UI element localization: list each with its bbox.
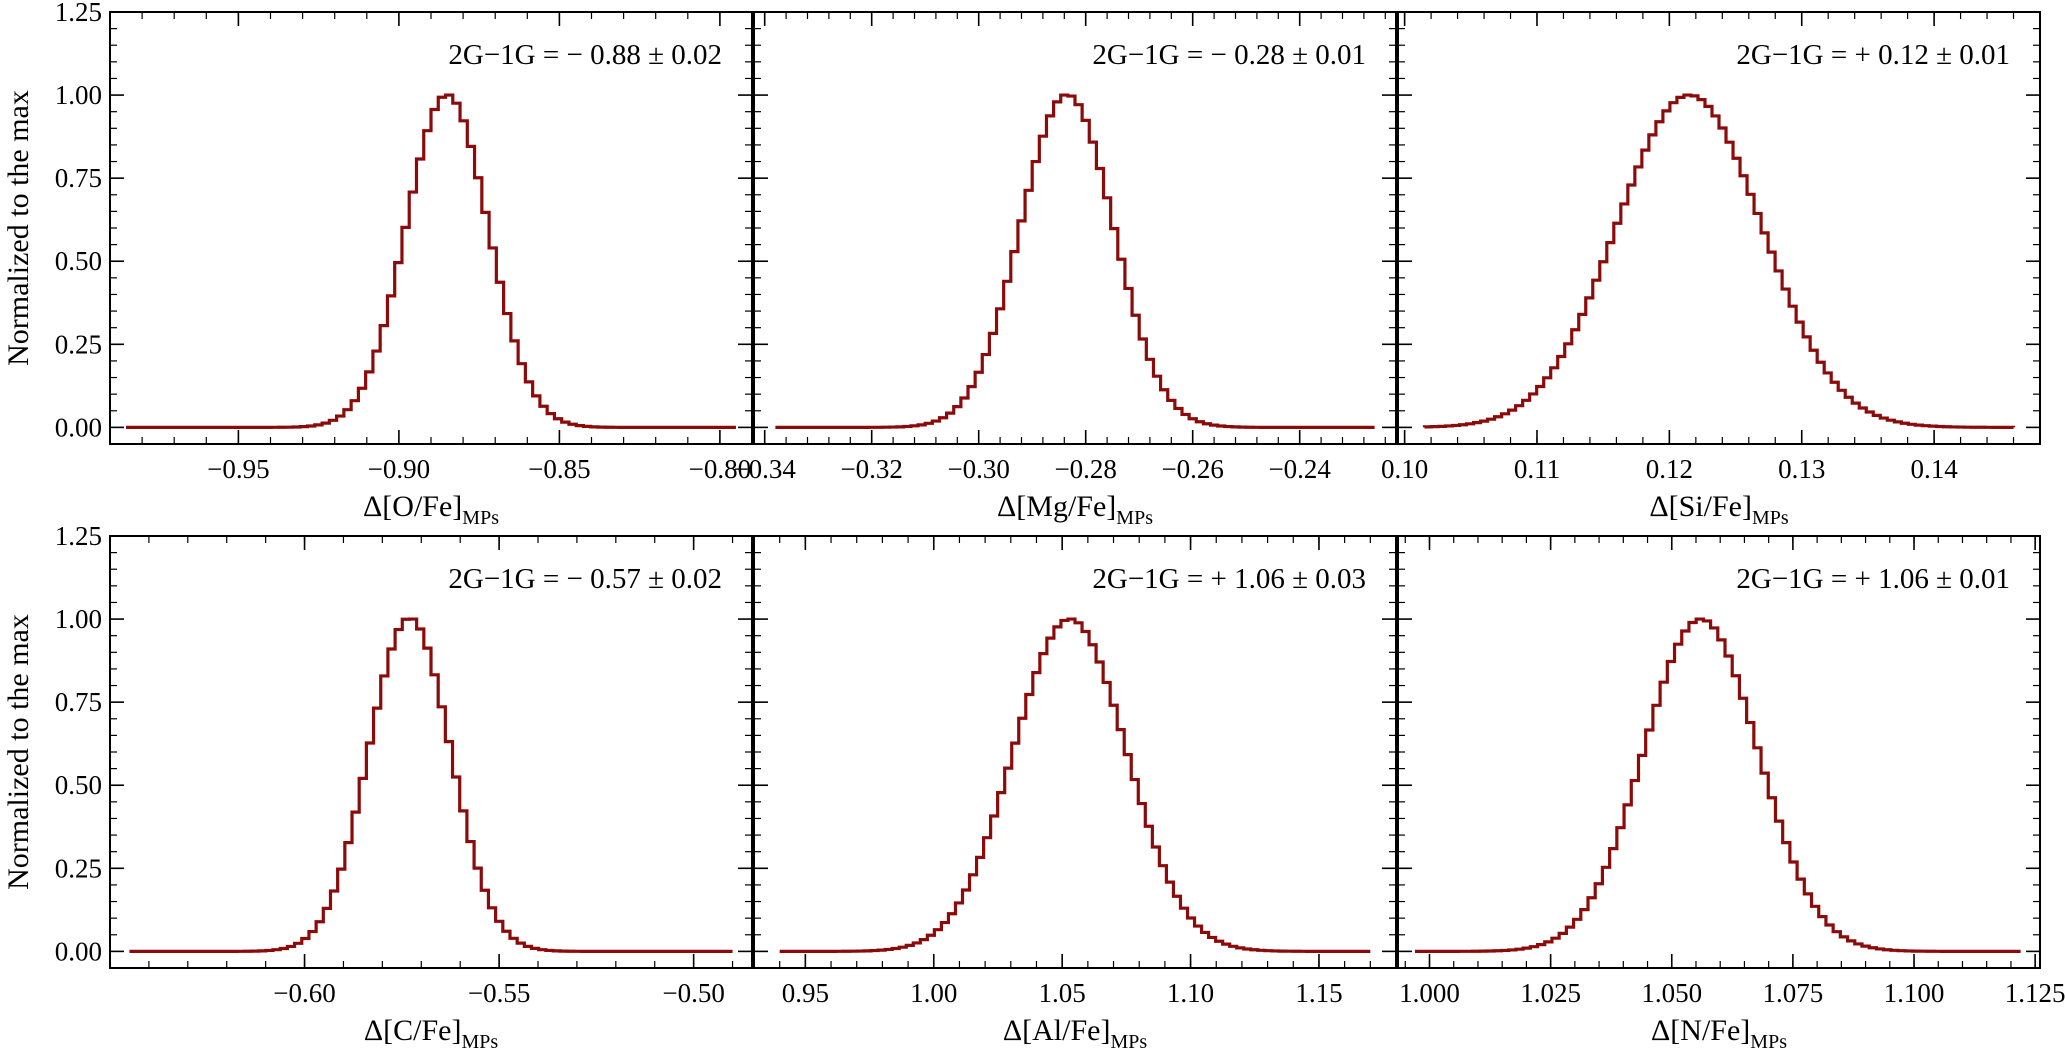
x-tick-label: −0.60	[273, 978, 335, 1008]
x-tick-label: 0.13	[1778, 454, 1825, 484]
x-tick-label: 1.100	[1884, 978, 1945, 1008]
x-tick-label: −0.50	[662, 978, 724, 1008]
difference-annotation: 2G−1G = + 1.06 ± 0.01	[1736, 563, 2010, 595]
x-tick-label: 0.10	[1381, 454, 1428, 484]
histogram-line	[1414, 617, 2021, 953]
panel-frame	[109, 535, 753, 969]
difference-annotation: 2G−1G = − 0.57 ± 0.02	[448, 563, 722, 595]
y-tick-label: 1.00	[55, 604, 102, 634]
x-tick-label: 0.12	[1646, 454, 1693, 484]
x-tick-label: −0.28	[1054, 454, 1116, 484]
x-axis-label: Δ[O/Fe]MPs	[363, 490, 499, 529]
histogram-line	[779, 617, 1371, 953]
panel-6: 1.000 1.025 1.050 1.075 1.100 1.125 2G−1G = + …	[1397, 535, 2065, 1052]
x-tick-label: −0.95	[207, 454, 269, 484]
difference-annotation: 2G−1G = + 1.06 ± 0.03	[1092, 563, 1366, 595]
panel-frame	[1397, 535, 2041, 969]
panel-frame	[753, 11, 1397, 445]
panel-2: −0.34 −0.32 −0.30 −0.28 −0.26 −0.24 2G−1G = − …	[733, 11, 1397, 529]
x-tick-label: 1.10	[1167, 978, 1214, 1008]
difference-annotation: 2G−1G = − 0.88 ± 0.02	[448, 39, 722, 71]
x-tick-label: 1.00	[910, 978, 957, 1008]
x-axis-label: Δ[Mg/Fe]MPs	[997, 490, 1153, 529]
x-tick-label: −0.55	[468, 978, 530, 1008]
x-axis-label: Δ[N/Fe]MPs	[1651, 1014, 1787, 1052]
x-tick-label: −0.80	[689, 454, 751, 484]
y-tick-label: 0.50	[55, 246, 102, 276]
histogram-line	[129, 617, 733, 953]
panel-frame	[753, 535, 1397, 969]
y-tick-label: 1.25	[55, 521, 102, 551]
y-tick-label: 0.75	[55, 687, 102, 717]
x-tick-label: 1.125	[2005, 978, 2065, 1008]
x-tick-label: −0.34	[733, 454, 796, 484]
y-tick-label: 0.00	[55, 412, 102, 442]
difference-annotation: 2G−1G = − 0.28 ± 0.01	[1092, 39, 1366, 71]
y-axis-label: Normalized to the max	[2, 90, 35, 366]
x-tick-label: 1.025	[1520, 978, 1581, 1008]
x-tick-label: −0.90	[368, 454, 430, 484]
x-tick-label: 0.14	[1910, 454, 1958, 484]
histogram-line	[1422, 93, 2016, 429]
x-tick-label: −0.26	[1161, 454, 1223, 484]
panel-3: 0.10 0.11 0.12 0.13 0.14 2G−1G = + 0.12 ± 0.0…	[1381, 11, 2041, 529]
panel-1: 0.00 0.25 0.50 0.75 1.00 1.25 −0.95 −0.90 −0.85 −…	[2, 0, 753, 529]
x-tick-label: 1.15	[1295, 978, 1342, 1008]
y-tick-label: 0.50	[55, 770, 102, 800]
x-tick-label: 1.05	[1039, 978, 1086, 1008]
x-axis-label: Δ[Si/Fe]MPs	[1649, 490, 1789, 529]
y-tick-label: 0.25	[55, 853, 102, 883]
y-tick-label: 1.25	[55, 0, 102, 27]
x-tick-label: 0.95	[782, 978, 829, 1008]
y-tick-label: 0.25	[55, 329, 102, 359]
histogram-line	[126, 93, 736, 429]
panel-4: 0.00 0.25 0.50 0.75 1.00 1.25 −0.60 −0.55 −0.50 2…	[2, 521, 753, 1052]
x-tick-label: 1.075	[1763, 978, 1824, 1008]
y-tick-label: 0.00	[55, 936, 102, 966]
x-tick-label: −0.30	[947, 454, 1009, 484]
x-axis-label: Δ[Al/Fe]MPs	[1003, 1014, 1148, 1052]
x-tick-label: −0.24	[1268, 454, 1331, 484]
y-axis-label: Normalized to the max	[2, 614, 35, 890]
x-tick-label: 1.050	[1641, 978, 1702, 1008]
panel-frame	[109, 11, 753, 445]
x-tick-label: −0.32	[840, 454, 902, 484]
histogram-line	[775, 93, 1375, 429]
y-tick-label: 1.00	[55, 80, 102, 110]
x-tick-label: −0.85	[528, 454, 590, 484]
difference-annotation: 2G−1G = + 0.12 ± 0.01	[1736, 39, 2010, 71]
x-axis-label: Δ[C/Fe]MPs	[364, 1014, 499, 1052]
y-tick-label: 0.75	[55, 163, 102, 193]
panel-frame	[1397, 11, 2041, 445]
x-tick-label: 0.11	[1514, 454, 1560, 484]
panel-5: 0.95 1.00 1.05 1.10 1.15 2G−1G = + 1.06 ± 0.0…	[753, 535, 1397, 1052]
x-tick-label: 1.000	[1399, 978, 1460, 1008]
